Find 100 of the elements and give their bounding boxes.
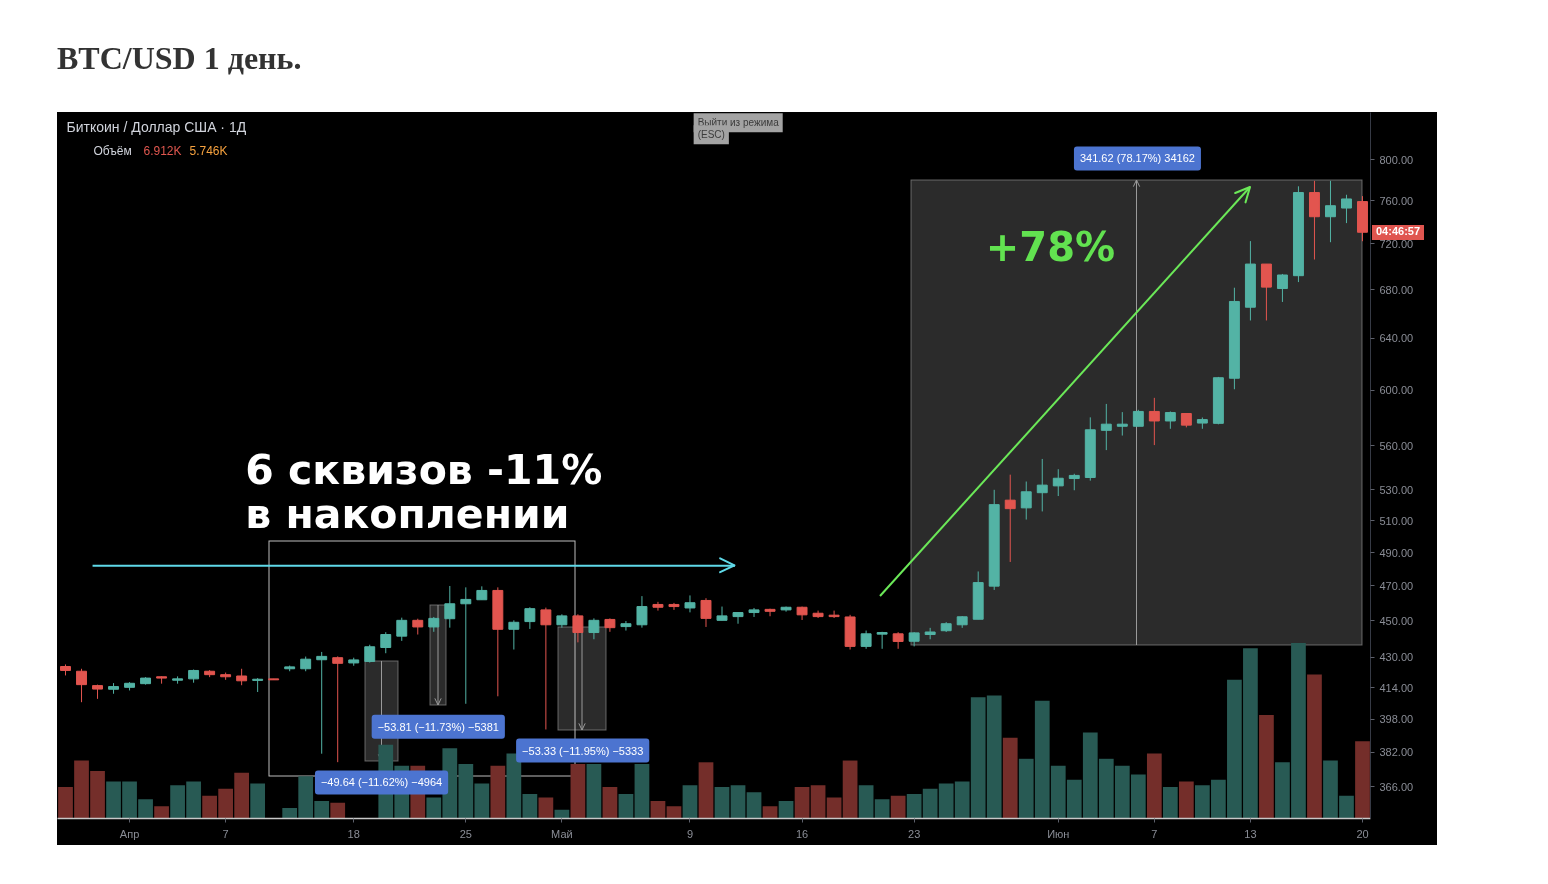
bar (826, 797, 842, 819)
y-tick-label: 414.00 (1379, 681, 1414, 694)
bar (490, 765, 506, 819)
candlestick (540, 607, 552, 730)
x-tick-label: Апр (119, 827, 140, 840)
candlestick (1116, 411, 1128, 437)
candlestick (1020, 481, 1032, 521)
x-tick-label: 18 (347, 827, 360, 840)
annotation: +78% (985, 224, 1116, 271)
y-tick-label: 760.00 (1379, 194, 1414, 207)
candlestick (76, 668, 87, 703)
chart-title: BTC/USD 1 день. (57, 39, 302, 78)
bar (874, 799, 890, 819)
candlestick (668, 602, 680, 611)
y-tick-label: 640.00 (1379, 332, 1414, 345)
candlestick (1052, 468, 1064, 497)
bar (730, 785, 746, 819)
bar (1355, 741, 1370, 819)
annotation: 6 сквизов -11% в накоплении (245, 446, 603, 539)
candlestick (828, 610, 840, 619)
candlestick (700, 597, 712, 628)
bar (570, 764, 586, 819)
text: 04:46:57 (1372, 224, 1425, 240)
y-tick-label: 470.00 (1379, 580, 1414, 592)
annotation: 6.912K (143, 143, 182, 158)
x-tick-label: Июн (1047, 827, 1070, 840)
candlestick (860, 630, 872, 650)
y-tick-label: 398.00 (1379, 713, 1414, 726)
bar (890, 795, 906, 819)
bar (698, 762, 714, 819)
y-tick-label: 490.00 (1379, 546, 1414, 559)
candlestick (1100, 403, 1112, 451)
candlestick (1260, 263, 1272, 321)
bar (1307, 674, 1322, 819)
bar (666, 806, 682, 819)
annotation: Выйти из режима (ESC) (697, 117, 780, 141)
bar (1002, 737, 1018, 819)
annotation: −53.81 (−11.73%) −5381 (377, 720, 499, 733)
bar (714, 786, 730, 819)
x-tick-label: Май (551, 827, 573, 840)
bar (634, 764, 650, 819)
candlestick (684, 594, 696, 613)
candlestick (396, 617, 408, 642)
bar (1162, 786, 1178, 819)
candlestick (1276, 273, 1288, 303)
y-tick-label: 800.00 (1379, 153, 1414, 166)
bar (1259, 714, 1274, 819)
candlestick (572, 613, 584, 643)
candlestick (588, 617, 600, 640)
bar (538, 797, 554, 819)
bar (746, 792, 762, 819)
candlestick (1325, 180, 1336, 243)
y-tick-label: 366.00 (1379, 780, 1414, 793)
y-tick-label: 510.00 (1379, 514, 1414, 527)
y-tick-label: 600.00 (1379, 384, 1414, 397)
candlestick (892, 631, 904, 650)
candlestick (620, 620, 632, 632)
bar (1178, 781, 1194, 819)
candlestick (508, 619, 520, 651)
candlestick (1036, 458, 1048, 512)
bar (778, 800, 794, 819)
bar (650, 800, 666, 819)
annotation: −53.33 (−11.95%) −5333 (522, 744, 644, 757)
annotation: 341.62 (78.17%) 34162 (1079, 152, 1195, 165)
bar (618, 793, 634, 819)
chart-title: Объём (93, 143, 132, 158)
candlestick (524, 606, 536, 630)
candlestick (1148, 397, 1160, 446)
candlestick (460, 586, 472, 705)
annotation: −49.64 (−11.62%) −4964 (320, 776, 443, 789)
y-tick-label: 530.00 (1379, 483, 1414, 496)
bar (682, 785, 698, 819)
bar (250, 783, 266, 819)
candlestick (1004, 474, 1016, 563)
y-tick-label: 560.00 (1379, 439, 1414, 452)
candlestick (444, 585, 456, 629)
bar (794, 786, 810, 819)
candlestick (716, 606, 728, 621)
candlestick (764, 608, 776, 617)
bar (842, 760, 858, 819)
candlestick (1341, 194, 1352, 224)
y-tick-label: 720.00 (1379, 237, 1414, 250)
candlestick (732, 612, 744, 625)
y-tick-label: 680.00 (1379, 283, 1414, 296)
candlestick (332, 655, 344, 763)
candlestick (316, 651, 328, 755)
bar (602, 786, 618, 819)
annotation: 5.746K (189, 143, 228, 158)
bar (154, 806, 169, 819)
x-tick-label: 16 (795, 827, 809, 840)
candlestick (636, 595, 648, 629)
x-tick-label: 23 (908, 827, 921, 840)
x-tick-label: 9 (686, 827, 694, 840)
x-tick-label: 7 (222, 827, 229, 840)
bar (810, 785, 826, 819)
candlestick (748, 607, 760, 618)
bar (586, 764, 602, 819)
text: Биткоин / Доллар США · 1Д (66, 118, 247, 135)
bar (330, 802, 346, 819)
bar (762, 806, 778, 819)
